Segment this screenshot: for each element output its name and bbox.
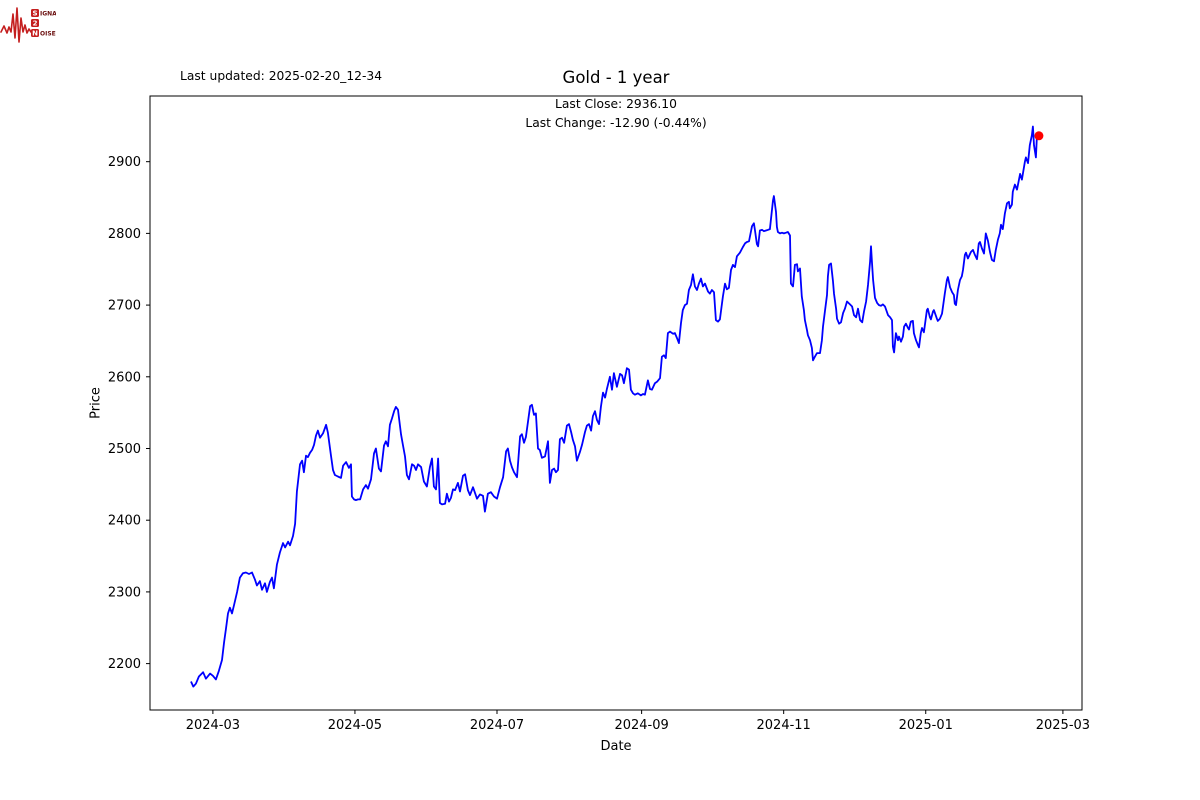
logo-letter-s: S [32, 9, 37, 17]
y-tick-label: 2900 [108, 155, 141, 170]
waveform-icon [0, 7, 32, 43]
y-tick-label: 2300 [108, 585, 141, 600]
x-tick-label: 2024-05 [328, 718, 382, 733]
signal2noise-logo: S IGNAL 2 N OISE [0, 7, 56, 43]
y-tick-label: 2400 [108, 514, 141, 529]
y-tick-label: 2200 [108, 657, 141, 672]
x-tick-label: 2025-03 [1036, 718, 1090, 733]
plot-frame [149, 95, 1083, 711]
y-tick-label: 2700 [108, 299, 141, 314]
x-tick-label: 2025-01 [899, 718, 953, 733]
logo-square-2 [31, 19, 39, 27]
x-tick-label: 2024-09 [614, 718, 668, 733]
last-change-annotation: Last Change: -12.90 (-0.44%) [525, 116, 707, 130]
last-updated-text: Last updated: 2025-02-20_12-34 [180, 69, 383, 83]
logo-square-n [31, 29, 39, 37]
x-tick-label: 2024-03 [186, 718, 240, 733]
logo-letter-n: N [32, 29, 38, 37]
chart-title: Gold - 1 year [562, 68, 670, 87]
y-tick-label: 2600 [108, 370, 141, 385]
last-close-annotation: Last Close: 2936.10 [555, 97, 677, 111]
x-tick-label: 2024-07 [470, 718, 524, 733]
last-price-dot [1034, 131, 1044, 141]
logo-word-oise: OISE [40, 30, 56, 37]
x-axis-label: Date [600, 739, 632, 754]
logo-word-ignal: IGNAL [40, 10, 56, 17]
y-tick-label: 2500 [108, 442, 141, 457]
x-tick-label: 2024-11 [757, 718, 811, 733]
y-tick-label: 2800 [108, 227, 141, 242]
logo-square-s [31, 9, 39, 17]
y-axis-label: Price [88, 387, 104, 419]
price-line [190, 125, 1040, 688]
logo-letter-2: 2 [33, 19, 38, 27]
